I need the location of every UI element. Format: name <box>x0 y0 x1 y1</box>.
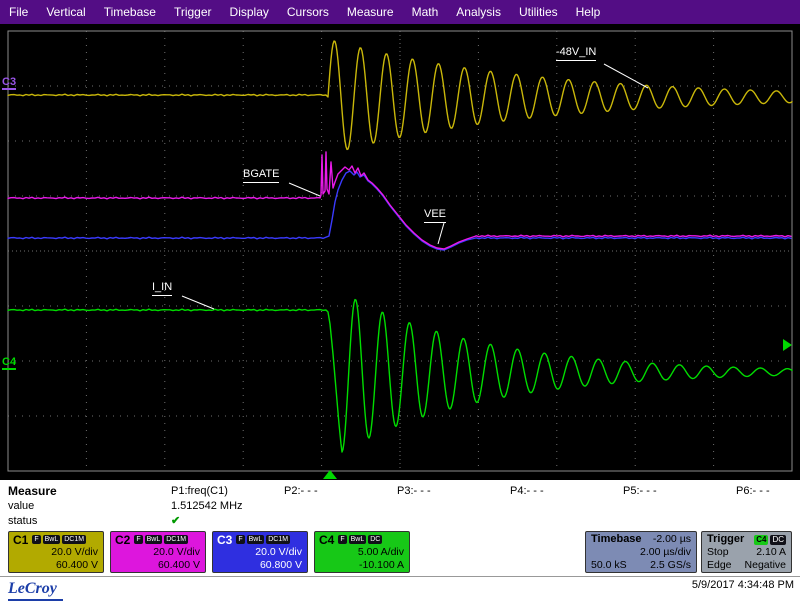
channel-box-c4[interactable]: C4 F BwL DC 5.00 A/div -10.100 A <box>314 531 410 573</box>
measure-param-p4[interactable]: P4:- - - <box>510 484 544 497</box>
datetime-stamp: 5/9/2017 4:34:48 PM <box>691 579 794 591</box>
channel-id-c3: C3 <box>217 532 233 547</box>
channel-scale-c3: 20.0 V/div <box>255 546 302 558</box>
coupling-badge-c4: DC <box>368 535 383 544</box>
menu-item-utilities[interactable]: Utilities <box>518 5 558 19</box>
channel-id-c1: C1 <box>13 532 29 547</box>
filter-badge-c2: F <box>134 535 143 544</box>
channel-box-c1[interactable]: C1 F BwL DC1M 20.0 V/div 60.400 V <box>8 531 104 573</box>
channel-offset-c2: 60.400 V <box>157 559 200 571</box>
menu-item-file[interactable]: File <box>9 5 29 19</box>
timebase-scale: 2.00 µs/div <box>640 546 691 558</box>
measure-value-row: value 1.512542 MHz <box>0 498 800 513</box>
channel-marker-c4[interactable]: C4 <box>2 356 17 370</box>
measure-table: Measure P1:freq(C1) P2:- - - P3:- - - P4… <box>0 480 800 530</box>
timebase-rate: 2.5 GS/s <box>650 559 691 571</box>
waveform-canvas[interactable] <box>0 24 800 480</box>
channel-offset-c1: 60.400 V <box>55 559 98 571</box>
trigger-box[interactable]: Trigger C4 DC Stop 2.10 A Edge Negative <box>701 531 792 573</box>
measure-status-row: status ✔ <box>0 513 800 528</box>
measure-param-row: Measure P1:freq(C1) P2:- - - P3:- - - P4… <box>0 483 800 498</box>
timebase-offset: -2.00 µs <box>652 533 691 545</box>
trigger-title: Trigger <box>707 533 745 545</box>
menu-item-measure[interactable]: Measure <box>346 5 394 19</box>
measure-param-p1[interactable]: P1:freq(C1) <box>171 484 228 497</box>
trigger-source-badge: C4 <box>754 534 769 545</box>
channel-offset-c3: 60.800 V <box>259 559 302 571</box>
channel-marker-c3[interactable]: C3 <box>2 76 17 90</box>
measure-param-p5[interactable]: P5:- - - <box>623 484 657 497</box>
value-row-label: value <box>8 499 35 512</box>
bwl-badge-c4: BwL <box>348 535 367 544</box>
menu-item-help[interactable]: Help <box>575 5 601 19</box>
trace-label-bgate: BGATE <box>243 168 280 183</box>
lecroy-logo: LeCroy <box>8 580 63 601</box>
trigger-mode: Stop <box>707 546 729 558</box>
descriptor-row: C1 F BwL DC1M 20.0 V/div 60.400 V C2 F B… <box>0 530 800 576</box>
channel-scale-c4: 5.00 A/div <box>357 546 404 558</box>
filter-badge-c3: F <box>236 535 245 544</box>
bwl-badge-c3: BwL <box>246 535 265 544</box>
menu-item-timebase[interactable]: Timebase <box>103 5 156 19</box>
measure-value-p1: 1.512542 MHz <box>171 499 243 512</box>
trace-label-i-in: I_IN <box>152 281 173 296</box>
status-row-label: status <box>8 514 38 527</box>
filter-badge-c4: F <box>338 535 347 544</box>
menu-item-display[interactable]: Display <box>229 5 269 19</box>
trace-label-neg48v-in: -48V_IN <box>556 46 597 61</box>
channel-box-c2[interactable]: C2 F BwL DC1M 20.0 V/div 60.400 V <box>110 531 206 573</box>
trigger-type: Edge <box>707 559 732 571</box>
coupling-badge-c2: DC1M <box>164 535 189 544</box>
measure-row-label: Measure <box>8 483 57 498</box>
menu-item-cursors[interactable]: Cursors <box>286 5 329 19</box>
measure-param-p6[interactable]: P6:- - - <box>736 484 770 497</box>
channel-offset-c4: -10.100 A <box>359 559 404 571</box>
timebase-samples: 50.0 kS <box>591 559 627 571</box>
channel-id-c2: C2 <box>115 532 131 547</box>
menu-item-analysis[interactable]: Analysis <box>456 5 501 19</box>
coupling-badge-c1: DC1M <box>62 535 87 544</box>
footer-bar: LeCroy 5/9/2017 4:34:48 PM <box>0 576 800 601</box>
measure-param-p2[interactable]: P2:- - - <box>284 484 318 497</box>
channel-id-c4: C4 <box>319 532 335 547</box>
menu-item-trigger[interactable]: Trigger <box>173 5 212 19</box>
channel-box-c3[interactable]: C3 F BwL DC1M 20.0 V/div 60.800 V <box>212 531 308 573</box>
trigger-coupling-badge: DC <box>770 534 786 545</box>
menu-bar: File Vertical Timebase Trigger Display C… <box>0 0 800 24</box>
timebase-box[interactable]: Timebase -2.00 µs 2.00 µs/div 50.0 kS 2.… <box>585 531 697 573</box>
measure-status-p1: ✔ <box>171 515 181 527</box>
trace-label-vee: VEE <box>424 208 447 223</box>
trigger-slope: Negative <box>744 559 786 571</box>
menu-item-math[interactable]: Math <box>411 5 439 19</box>
waveform-display: -48V_IN BGATE VEE I_IN C3 C4 <box>0 24 800 480</box>
channel-scale-c2: 20.0 V/div <box>153 546 200 558</box>
bwl-badge-c1: BwL <box>42 535 61 544</box>
bwl-badge-c2: BwL <box>144 535 163 544</box>
timebase-title: Timebase <box>591 533 642 545</box>
channel-scale-c1: 20.0 V/div <box>51 546 98 558</box>
filter-badge-c1: F <box>32 535 41 544</box>
menu-item-vertical[interactable]: Vertical <box>46 5 86 19</box>
trigger-level: 2.10 A <box>756 546 786 558</box>
coupling-badge-c3: DC1M <box>266 535 291 544</box>
measure-param-p3[interactable]: P3:- - - <box>397 484 431 497</box>
